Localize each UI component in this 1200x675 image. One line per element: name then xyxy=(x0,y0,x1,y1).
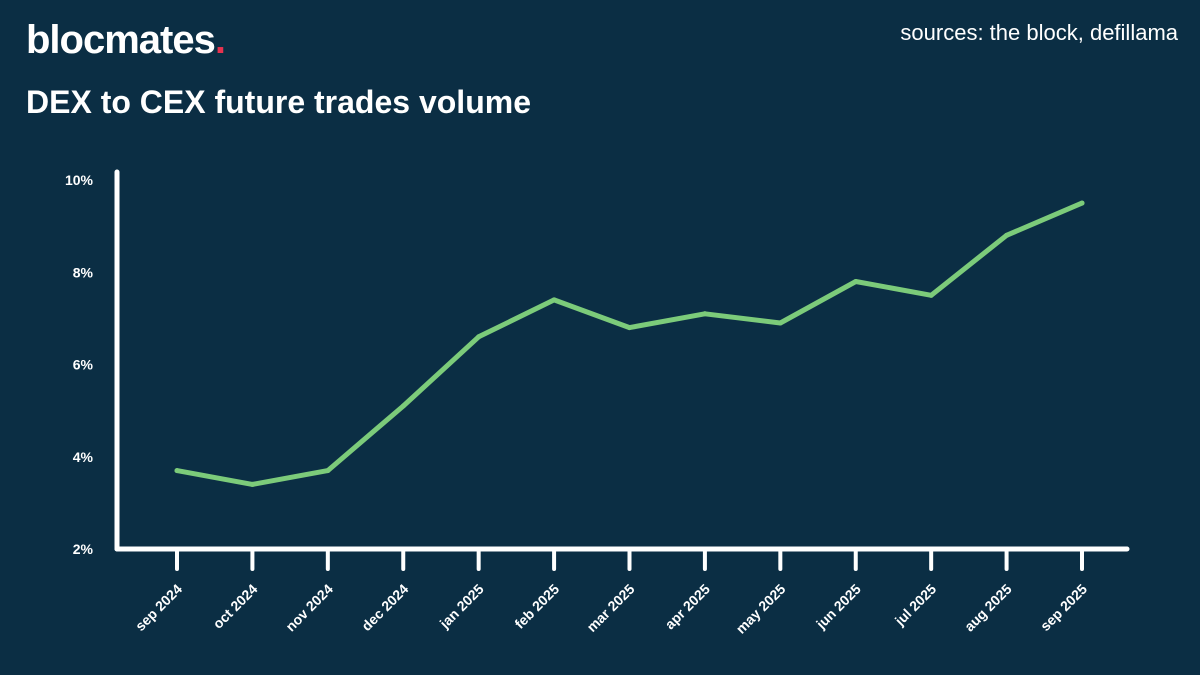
series-line xyxy=(174,200,1085,487)
data-point xyxy=(1079,200,1085,206)
data-point xyxy=(702,311,708,317)
data-point xyxy=(551,297,557,303)
y-tick-label: 2% xyxy=(73,541,94,557)
data-point xyxy=(853,278,859,284)
data-point xyxy=(249,481,255,487)
x-tick-label: jun 2025 xyxy=(812,581,864,633)
chart-title: DEX to CEX future trades volume xyxy=(26,84,531,120)
data-point xyxy=(928,292,934,298)
x-tick-label: jan 2025 xyxy=(436,581,487,632)
data-point xyxy=(325,468,331,474)
x-tick-label: mar 2025 xyxy=(583,581,637,635)
y-tick-label: 8% xyxy=(73,264,94,280)
x-tick-label: oct 2024 xyxy=(210,581,261,632)
y-tick-label: 10% xyxy=(65,172,94,188)
brand-logo: blocmates. xyxy=(26,18,226,63)
brand-name: blocmates xyxy=(26,18,216,62)
data-point xyxy=(174,468,180,474)
x-tick-label: apr 2025 xyxy=(662,581,714,633)
y-tick-label: 6% xyxy=(73,357,94,373)
x-tick-label: may 2025 xyxy=(733,581,789,637)
data-point xyxy=(1004,232,1010,238)
x-tick-label: sep 2025 xyxy=(1037,581,1090,634)
brand-dot: . xyxy=(214,18,226,62)
y-tick-label: 4% xyxy=(73,449,94,465)
data-point xyxy=(777,320,783,326)
x-tick-label: sep 2024 xyxy=(132,581,185,634)
x-tick-label: feb 2025 xyxy=(511,581,562,632)
sources-note: sources: the block, defillama xyxy=(900,20,1178,45)
x-tick-label: dec 2024 xyxy=(358,581,411,634)
data-point xyxy=(400,403,406,409)
x-tick-label: aug 2025 xyxy=(961,581,1015,635)
x-tick-label: jul 2025 xyxy=(891,581,939,629)
x-tick-label: nov 2024 xyxy=(282,581,336,635)
data-point xyxy=(627,325,632,331)
data-point xyxy=(476,334,482,340)
